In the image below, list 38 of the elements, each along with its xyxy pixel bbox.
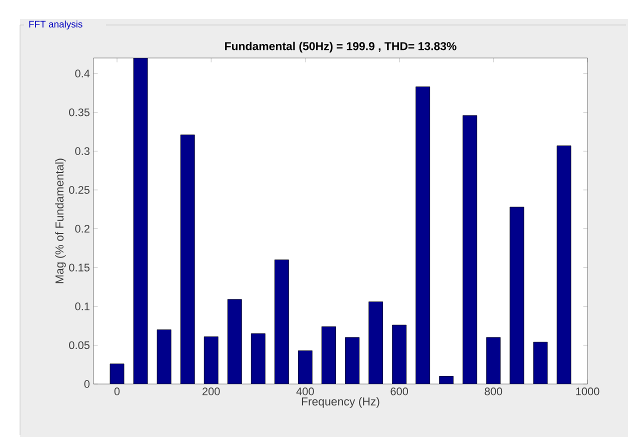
x-tick-label: 0	[114, 388, 120, 396]
bar	[180, 134, 195, 384]
bar	[157, 330, 172, 384]
y-tick-label: 0.1	[75, 302, 90, 310]
y-tick-label: 0.3	[75, 147, 90, 156]
bar	[133, 58, 148, 384]
y-tick-label: 0.25	[69, 186, 90, 194]
bar	[392, 324, 407, 384]
y-tick-label: 0.35	[69, 108, 90, 116]
y-axis-title: Mag (% of Fundamental)	[55, 158, 66, 284]
y-tick-label: 0.4	[75, 70, 90, 78]
x-tick-label: 800	[484, 388, 502, 396]
text: FFT analysis	[29, 20, 82, 30]
bar	[533, 342, 548, 384]
bar	[322, 326, 336, 384]
bar	[227, 299, 242, 384]
y-tick-label: 0.15	[69, 264, 90, 272]
bar	[298, 350, 312, 384]
x-axis-title: Frequency (Hz)	[302, 397, 380, 408]
bar	[416, 86, 430, 384]
bar	[368, 302, 383, 384]
bar	[110, 364, 124, 384]
x-tick-label: 1000	[576, 388, 600, 396]
bar	[510, 206, 524, 384]
x-tick-label: 200	[202, 388, 220, 396]
x-tick-label: 400	[296, 388, 314, 396]
chart-title: Fundamental (50Hz) = 199.9 , THD= 13.83%	[225, 42, 456, 52]
bar	[274, 260, 289, 384]
bar	[250, 333, 266, 384]
bar	[345, 337, 360, 384]
bar	[204, 336, 218, 384]
y-tick-label: 0.2	[75, 224, 90, 233]
bar	[486, 337, 501, 384]
y-tick-label: 0	[84, 380, 90, 388]
x-tick-label: 600	[390, 388, 408, 396]
y-tick-label: 0.05	[69, 341, 90, 350]
bar	[462, 115, 478, 384]
bar	[556, 146, 572, 384]
